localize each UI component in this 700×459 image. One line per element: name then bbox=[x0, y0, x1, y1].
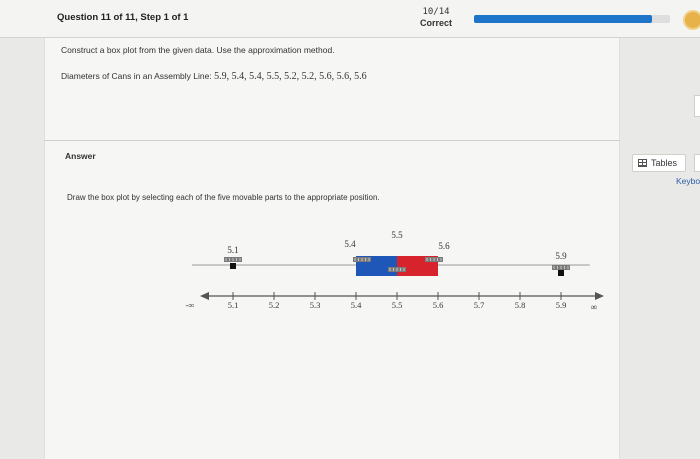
dataset-line: Diameters of Cans in an Assembly Line: 5… bbox=[61, 71, 367, 82]
side-panel-tab[interactable] bbox=[694, 95, 700, 117]
min-marker[interactable] bbox=[230, 263, 236, 269]
side-panel-tab-2[interactable] bbox=[694, 154, 700, 172]
question-header: Question 11 of 11, Step 1 of 1 10/14 Cor… bbox=[0, 0, 700, 38]
axis-tick-label: 5.1 bbox=[228, 300, 239, 310]
keyboard-button[interactable]: Keybo bbox=[676, 176, 700, 186]
axis-tick-label: 5.4 bbox=[351, 300, 362, 310]
progress-bar bbox=[474, 15, 670, 23]
section-divider bbox=[44, 140, 620, 141]
max-value-label: 5.9 bbox=[555, 251, 567, 261]
question-title: Question 11 of 11, Step 1 of 1 bbox=[57, 12, 189, 23]
axis-tick-label: 5.5 bbox=[392, 300, 403, 310]
axis-tick-label: 5.8 bbox=[515, 300, 526, 310]
median-value-label: 5.5 bbox=[391, 230, 403, 240]
table-grid-icon bbox=[638, 159, 647, 167]
answer-instruction: Draw the box plot by selecting each of t… bbox=[67, 193, 380, 202]
pos-infinity-label: ∞ bbox=[590, 302, 596, 312]
right-arrow-icon bbox=[595, 292, 604, 300]
progress-bar-fill bbox=[474, 15, 653, 23]
score-fraction: 10/14 bbox=[422, 7, 450, 17]
q1-value-label: 5.4 bbox=[344, 239, 356, 249]
dataset-label: Diameters of Cans in an Assembly Line: bbox=[61, 71, 212, 81]
question-prompt: Construct a box plot from the given data… bbox=[61, 45, 335, 55]
question-card bbox=[44, 38, 620, 459]
neg-infinity-label: -∞ bbox=[186, 300, 195, 310]
tables-button-label: Tables bbox=[651, 158, 678, 168]
tables-button[interactable]: Tables bbox=[632, 154, 686, 172]
axis-tick-label: 5.9 bbox=[556, 300, 567, 310]
axis-tick-label: 5.7 bbox=[474, 300, 485, 310]
score-status: Correct bbox=[419, 18, 452, 28]
left-arrow-icon bbox=[200, 292, 209, 300]
user-avatar[interactable] bbox=[683, 10, 700, 30]
axis-tick-label: 5.2 bbox=[269, 300, 280, 310]
dataset-values: 5.9, 5.4, 5.4, 5.5, 5.2, 5.2, 5.6, 5.6, … bbox=[214, 71, 367, 82]
min-value-label: 5.1 bbox=[227, 245, 238, 255]
q3-value-label: 5.6 bbox=[438, 241, 450, 251]
answer-label: Answer bbox=[65, 151, 96, 161]
axis-tick-label: 5.3 bbox=[310, 300, 321, 310]
max-marker[interactable] bbox=[558, 270, 564, 276]
axis-tick-label: 5.6 bbox=[433, 300, 444, 310]
